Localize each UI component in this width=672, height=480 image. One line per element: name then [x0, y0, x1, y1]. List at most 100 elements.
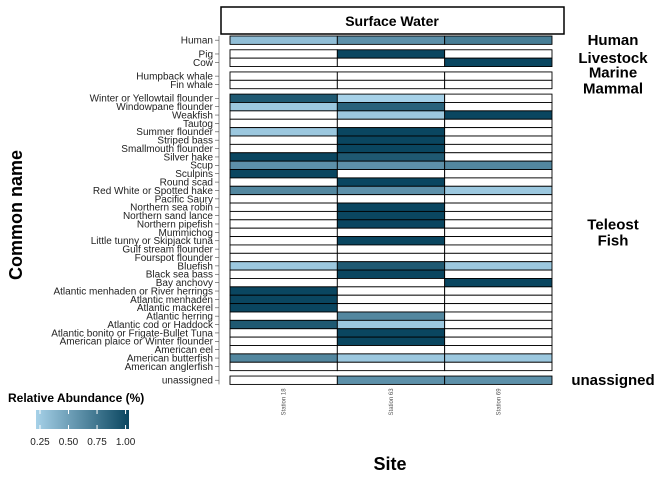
- legend-title: Relative Abundance (%): [8, 391, 144, 405]
- heatmap-cell: [444, 79, 553, 90]
- heatmap-cell: [444, 278, 553, 288]
- heatmap-cell: [444, 118, 553, 129]
- heatmap-cell: [336, 261, 446, 271]
- legend: Relative Abundance (%) 0.25 0.50 0.75 1.00: [8, 391, 144, 448]
- heatmap-cell: [336, 177, 446, 187]
- heatmap-cell: [229, 194, 338, 204]
- heatmap-cell: [444, 177, 553, 187]
- heatmap-cell: [229, 219, 338, 229]
- heatmap-cell: [336, 202, 446, 212]
- row-label: American anglerfish: [125, 362, 213, 373]
- heatmap-cell: [444, 194, 553, 204]
- heatmap-cell: [229, 210, 338, 221]
- row-label: Northern pipefish: [137, 219, 213, 230]
- heatmap-cell: [336, 278, 446, 288]
- heatmap-cell: [444, 102, 553, 112]
- heatmap-cell: [444, 252, 553, 263]
- heatmap-cell: [229, 185, 338, 196]
- heatmap-cell: [444, 375, 553, 385]
- heatmap-cell: [229, 160, 338, 170]
- heatmap-cell: [444, 49, 553, 59]
- heatmap-cell: [229, 143, 338, 154]
- heatmap-cell: [229, 294, 338, 305]
- row-label: American butterfish: [127, 353, 213, 364]
- heatmap-cell: [229, 269, 338, 279]
- heatmap-cell: [444, 35, 553, 45]
- heatmap-cell: [229, 127, 338, 137]
- heatmap-cell: [336, 219, 446, 229]
- heatmap-cell: [444, 319, 553, 330]
- heatmap-cell: [336, 169, 446, 179]
- heatmap-cell: [229, 286, 338, 296]
- row-label: Human: [181, 36, 213, 47]
- heatmap-cell: [229, 252, 338, 263]
- x-tick-labels: Station 18 Station 63 Station 69: [282, 388, 503, 416]
- heatmap-cell: [336, 71, 446, 81]
- heatmap-cell: [336, 252, 446, 263]
- x-tick-label: Station 18: [282, 388, 288, 416]
- heatmap-cell: [229, 49, 338, 59]
- heatmap-cell: [336, 375, 446, 385]
- heatmap-cell: [229, 375, 338, 385]
- heatmap-cell: [229, 261, 338, 271]
- heatmap-cell: [444, 261, 553, 271]
- heatmap-cell: [444, 311, 553, 321]
- row-label: Striped bass: [157, 136, 213, 147]
- heatmap-cell: [336, 328, 446, 338]
- row-label: Winter or Yellowtail flounder: [90, 94, 214, 105]
- x-axis-title: Site: [373, 454, 406, 474]
- heatmap-cell: [229, 102, 338, 112]
- row-label: Pacific Saury: [155, 194, 213, 205]
- heatmap-cell: [444, 269, 553, 279]
- legend-ticks: 0.25 0.50 0.75 1.00: [30, 410, 136, 448]
- row-label: Gulf stream flounder: [122, 245, 213, 256]
- heatmap-cell: [444, 143, 553, 154]
- heatmap-cell: [229, 345, 338, 355]
- row-label: Northern sand lance: [123, 211, 213, 222]
- heatmap-cell: [229, 135, 338, 145]
- heatmap-cell: [336, 244, 446, 254]
- heatmap-cell: [229, 361, 338, 372]
- group-label: Marine Mammal: [583, 64, 643, 97]
- heatmap-cell: [229, 71, 338, 81]
- row-label: American plaice or Winter flounder: [60, 337, 214, 348]
- heatmap-cell: [229, 236, 338, 246]
- heatmap-cell: [444, 93, 553, 103]
- row-label: Pig: [199, 49, 213, 60]
- heatmap-cell: [229, 79, 338, 90]
- heatmap-cell: [336, 160, 446, 170]
- heatmap-cell: [444, 135, 553, 145]
- heatmap-cell: [229, 278, 338, 288]
- y-axis-title: Common name: [6, 150, 26, 280]
- row-label: Atlantic menhaden: [130, 295, 213, 306]
- x-tick-label: Station 69: [496, 388, 502, 416]
- heatmap-cell: [336, 110, 446, 120]
- heatmap-cell: [444, 57, 553, 67]
- heatmap-cell: [336, 286, 446, 296]
- heatmap-cell: [336, 93, 446, 103]
- heatmap-cell: [229, 57, 338, 67]
- heatmap-cell: [229, 227, 338, 238]
- heatmap-cell: [336, 35, 446, 45]
- row-label: Smallmouth flounder: [121, 144, 213, 155]
- heatmap-cell: [336, 294, 446, 305]
- heatmap-cell: [229, 177, 338, 187]
- row-label: Round scad: [160, 177, 213, 188]
- heatmap-cell: [444, 336, 553, 346]
- heatmap-cell: [444, 185, 553, 196]
- heatmap-cell: [229, 202, 338, 212]
- row-label: Fin whale: [170, 80, 213, 91]
- heatmap-cell: [229, 152, 338, 162]
- heatmap-cell: [229, 303, 338, 313]
- legend-tick-label: 0.25: [30, 437, 50, 448]
- heatmap-cell: [229, 110, 338, 120]
- heatmap-cell: [444, 244, 553, 254]
- row-label: American eel: [155, 345, 213, 356]
- legend-colorbar: [36, 410, 129, 429]
- heatmap-cell: [336, 311, 446, 321]
- heatmap-cell: [444, 202, 553, 212]
- heatmap-cell: [336, 127, 446, 137]
- heatmap-cells: [229, 35, 553, 385]
